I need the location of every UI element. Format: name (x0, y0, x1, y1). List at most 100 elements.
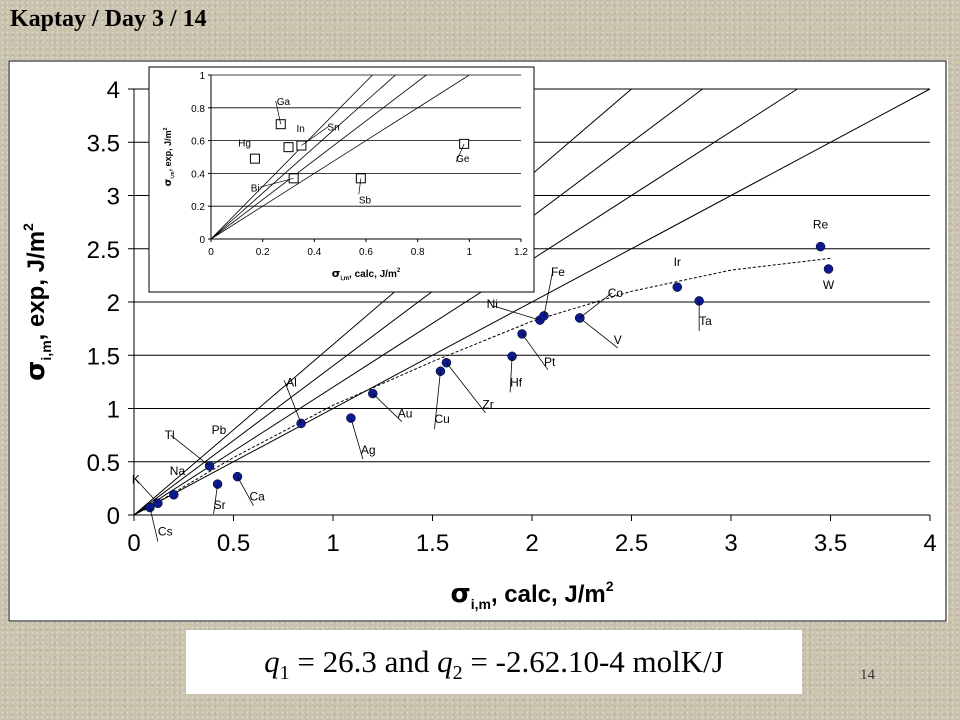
inset-tick-label-y: 0.8 (191, 104, 205, 115)
leader-line (237, 476, 254, 506)
x-axis-label-text: , calc, J/m (491, 581, 606, 608)
leader-line (579, 317, 619, 349)
inset-tick-label-x: 1 (467, 247, 473, 258)
slide-number: 14 (860, 667, 875, 683)
x-axis-label: σi,m, calc, J/m2 (450, 578, 613, 612)
reference-line (134, 88, 703, 515)
leader-line (372, 393, 403, 422)
inset-tick-label-x: 1.2 (514, 247, 528, 258)
formula-box: q1 = 26.3 and q2 = -2.62.10-4 molK/J (186, 630, 802, 694)
point-label-na: Na (170, 464, 186, 478)
leader-line (350, 417, 364, 460)
inset-point-label-bi: Bi (251, 183, 260, 194)
point-label-sr: Sr (214, 498, 226, 512)
point-label-ni: Ni (487, 297, 498, 311)
reference-line (134, 88, 632, 515)
inset-x-axis-label-subscript: i,m (340, 276, 349, 282)
leader-line (521, 333, 549, 371)
data-point-re (815, 241, 826, 252)
q2-text: = -2.62.10-4 molK/J (462, 644, 724, 679)
inset-x-axis-label: σi,m, calc, J/m2 (332, 267, 401, 282)
inset-reference-lines (211, 75, 470, 239)
tick-label-y: 2 (107, 290, 120, 317)
data-point-ir (672, 282, 683, 292)
inset-reference-line (211, 75, 427, 239)
inset-x-axis-label-text: , calc, J/m (349, 269, 397, 280)
x-axis-label-superscript: 2 (606, 578, 614, 594)
inset-y-axis-label-text: , exp, J/m (163, 130, 173, 171)
tick-label-y: 0.5 (87, 450, 120, 477)
inset-y-axis-label-symbol: σ (163, 178, 174, 186)
main-plot: 0 0.5 1 1.5 2 2.5 3 3.5 4 0 0.5 1 1.5 2 2.5 3 3.5 4 Cs K Na T… (8, 60, 947, 622)
tick-label-x: 1.5 (416, 530, 449, 557)
inset-tick-label-x: 0.8 (411, 247, 425, 258)
inset-tick-label-y: 0.2 (191, 202, 205, 213)
inset-point-label-ge: Ge (456, 154, 470, 165)
q2-symbol: q (437, 644, 453, 679)
point-label-cu: Cu (434, 412, 449, 426)
point-label-cs: Cs (158, 525, 173, 539)
inset-tick-label-y: 1 (199, 71, 205, 82)
data-point-na (169, 490, 179, 500)
slide-title: Kaptay / Day 3 / 14 (10, 6, 207, 32)
inset-leader-line (358, 178, 362, 195)
reference-lines (134, 88, 930, 515)
point-label-ta: Ta (699, 314, 712, 328)
inset-tick-label-x: 0.2 (256, 247, 270, 258)
tick-label-x: 2 (525, 530, 538, 557)
tick-label-x: 0 (127, 530, 140, 557)
y-axis-label-superscript: 2 (20, 223, 36, 231)
inset-reference-line (211, 75, 373, 239)
leader-line (135, 479, 159, 504)
tick-label-y: 2.5 (87, 237, 120, 264)
inset-y-axis-label-superscript: 2 (163, 127, 169, 130)
tick-label-y: 0 (107, 503, 120, 530)
leader-line (170, 434, 210, 467)
point-label-v: V (614, 333, 622, 347)
point-label-hf: Hf (510, 375, 523, 389)
q1-text: = 26.3 and (289, 644, 438, 679)
reference-line (134, 88, 798, 515)
x-axis-label-symbol: σ (450, 579, 470, 609)
y-axis-label: σi,m, exp, J/m2 (20, 223, 54, 381)
leader-line (493, 305, 541, 321)
point-label-ca: Ca (249, 490, 265, 504)
tick-label-x: 2.5 (615, 530, 648, 557)
inset-leader-line (259, 177, 294, 188)
data-point-w (823, 264, 834, 274)
x-axis-label-subscript: i,m (471, 596, 491, 612)
q2-subscript: 2 (452, 662, 463, 685)
point-label-w: W (823, 278, 835, 292)
tick-label-x: 4 (923, 530, 936, 557)
inset-point-label-in: In (297, 124, 305, 135)
leader-line (149, 507, 159, 542)
inset-x-axis-label-symbol: σ (332, 267, 341, 280)
inset-tick-label-y: 0.6 (191, 137, 205, 148)
inset-y-axis-label: σi,m, exp, J/m2 (163, 127, 176, 186)
inset-point-label-sn: Sn (327, 123, 339, 134)
tick-label-y: 1.5 (87, 343, 120, 370)
leader-line (579, 292, 613, 319)
point-label-tl: Tl (165, 428, 175, 442)
chart-svg: 0 0.5 1 1.5 2 2.5 3 3.5 4 0 0.5 1 1.5 2 2.5 3 3.5 4 Cs K Na T… (8, 60, 947, 622)
point-label-re: Re (813, 218, 829, 232)
inset-point-label-ga: Ga (277, 97, 291, 108)
tick-label-y: 1 (107, 397, 120, 424)
inset-tick-label-y: 0.4 (191, 169, 205, 180)
inset-tick-label-x: 0.6 (359, 247, 373, 258)
point-label-ag: Ag (361, 443, 376, 457)
point-label-zr: Zr (482, 398, 493, 412)
inset-leader-line (275, 101, 282, 125)
fit-curve (143, 257, 831, 511)
inset-point-label-sb: Sb (359, 195, 372, 206)
y-axis-label-subscript: i,m (38, 340, 54, 360)
y-axis-label-text: , exp, J/m (23, 231, 50, 340)
q1-symbol: q (264, 644, 280, 679)
inset-frame (148, 66, 535, 293)
inset-tick-label-x: 0 (208, 247, 214, 258)
inset-leader-line (455, 143, 465, 163)
q1-subscript: 1 (279, 662, 290, 685)
inset-y-axis-label-subscript: i,m (170, 171, 176, 179)
inset-reference-line (211, 75, 396, 239)
leader-line (434, 371, 441, 430)
